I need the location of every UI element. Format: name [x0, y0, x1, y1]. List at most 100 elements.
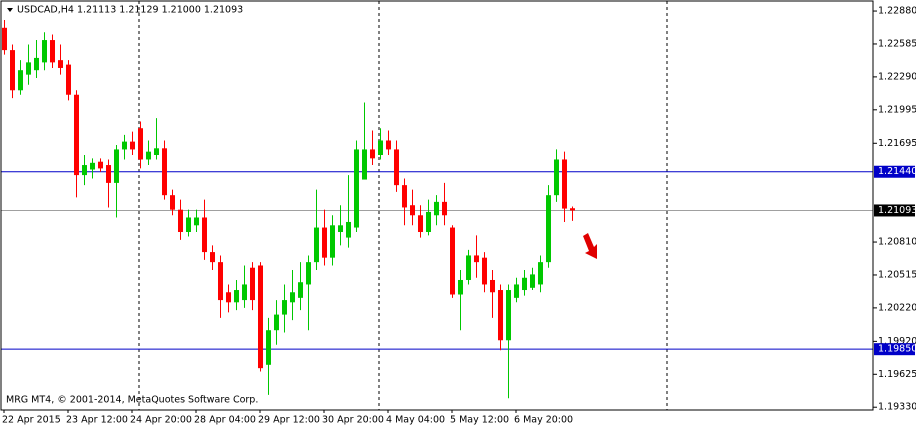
candle-body	[66, 64, 71, 95]
candle-body	[322, 227, 327, 258]
candle-body	[354, 149, 359, 228]
y-tick-label: 1.19625	[878, 369, 916, 380]
arrow	[583, 233, 597, 259]
candle-body	[34, 57, 39, 71]
candle-body	[242, 284, 247, 301]
candle-body	[154, 148, 159, 156]
candle-body	[234, 290, 239, 303]
candle-body	[410, 205, 415, 216]
candle-body	[514, 284, 519, 298]
x-tick-label: 4 May 04:00	[386, 415, 445, 426]
candle-body	[546, 195, 551, 263]
level-label: 1.21093	[878, 205, 916, 216]
candle-body	[530, 274, 535, 288]
level-label: 1.21440	[878, 166, 916, 177]
candle-body	[378, 140, 383, 156]
x-tick-label: 24 Apr 20:00	[130, 415, 192, 426]
y-tick-label: 1.20515	[878, 269, 916, 280]
candle-body	[346, 221, 351, 238]
candle-body	[162, 148, 167, 196]
candle-body	[122, 141, 127, 150]
candle-body	[178, 209, 183, 233]
candle-body	[562, 159, 567, 209]
x-tick-label: 5 May 12:00	[450, 415, 509, 426]
candle-body	[10, 50, 15, 91]
axes: 1.22880 1.22585 1.22290 1.21995 1.21695 1.208…	[2, 6, 916, 426]
candle-body	[98, 161, 103, 169]
candle-body	[498, 290, 503, 341]
candle-body	[274, 314, 279, 331]
copyright: MRG MT4, © 2001-2014, MetaQuotes Softwar…	[6, 395, 258, 406]
level-label-box	[874, 165, 915, 178]
candle-body	[2, 27, 7, 51]
candle-body	[114, 149, 119, 183]
candle-body	[218, 262, 223, 301]
candle-body	[290, 292, 295, 303]
candle-body	[146, 151, 151, 160]
candle-body	[538, 262, 543, 285]
candle-body	[570, 208, 575, 211]
candle-body	[506, 290, 511, 341]
candle-body	[82, 165, 87, 176]
candle-body	[402, 185, 407, 208]
y-tick-label: 1.21695	[878, 138, 916, 149]
candle-body	[202, 217, 207, 253]
candle-body	[50, 40, 55, 63]
candle-body	[474, 255, 479, 263]
y-tick-label: 1.22290	[878, 71, 916, 82]
candle-body	[250, 267, 255, 301]
candle-body	[194, 217, 199, 226]
plot-frame	[0, 0, 874, 411]
candle-body	[466, 255, 471, 280]
candle-body	[394, 149, 399, 186]
x-tick-label: 29 Apr 12:00	[258, 415, 320, 426]
candle-body	[458, 279, 463, 295]
candle-body	[442, 201, 447, 216]
candle-body	[362, 149, 367, 180]
candle-body	[42, 40, 47, 63]
candle-body	[338, 225, 343, 233]
candle-body	[482, 257, 487, 285]
x-tick-label: 6 May 20:00	[514, 415, 573, 426]
candle-body	[426, 211, 431, 233]
candle-body	[138, 128, 143, 160]
candle-body	[370, 149, 375, 159]
candle-body	[450, 227, 455, 295]
candle-body	[434, 201, 439, 216]
x-tick-label: 22 Apr 2015	[2, 415, 61, 426]
candle-body	[266, 330, 271, 365]
candle-body	[386, 140, 391, 150]
y-tick-label: 1.22585	[878, 38, 916, 49]
level-label: 1.19850	[878, 344, 916, 355]
candles	[2, 19, 575, 399]
candle-body	[330, 225, 335, 258]
candle-body	[298, 282, 303, 298]
candle-body	[306, 262, 311, 285]
y-tick-label: 1.21995	[878, 104, 916, 115]
candle-body	[186, 217, 191, 233]
candle-body	[258, 265, 263, 369]
x-tick-label: 28 Apr 04:00	[194, 415, 256, 426]
y-tick-label: 1.22880	[878, 6, 916, 17]
candle-body	[74, 94, 79, 176]
candle-body	[18, 70, 23, 91]
y-tick-label: 1.20220	[878, 302, 916, 313]
candle-body	[170, 195, 175, 210]
chart-title: USDCAD,H4 1.21113 1.21129 1.21000 1.2109…	[17, 5, 243, 16]
menu-icon	[7, 8, 13, 12]
x-tick-label: 30 Apr 20:00	[322, 415, 384, 426]
candle-body	[210, 252, 215, 263]
candle-body	[554, 159, 559, 196]
level-label-box	[874, 343, 915, 356]
candle-body	[90, 162, 95, 170]
candle-body	[418, 215, 423, 233]
candle-body	[106, 165, 111, 183]
candle-body	[130, 141, 135, 150]
candle-body	[26, 62, 31, 75]
x-tick-label: 23 Apr 12:00	[66, 415, 128, 426]
y-tick-label: 1.19920	[878, 336, 916, 347]
y-tick-label: 1.19330	[878, 402, 916, 413]
